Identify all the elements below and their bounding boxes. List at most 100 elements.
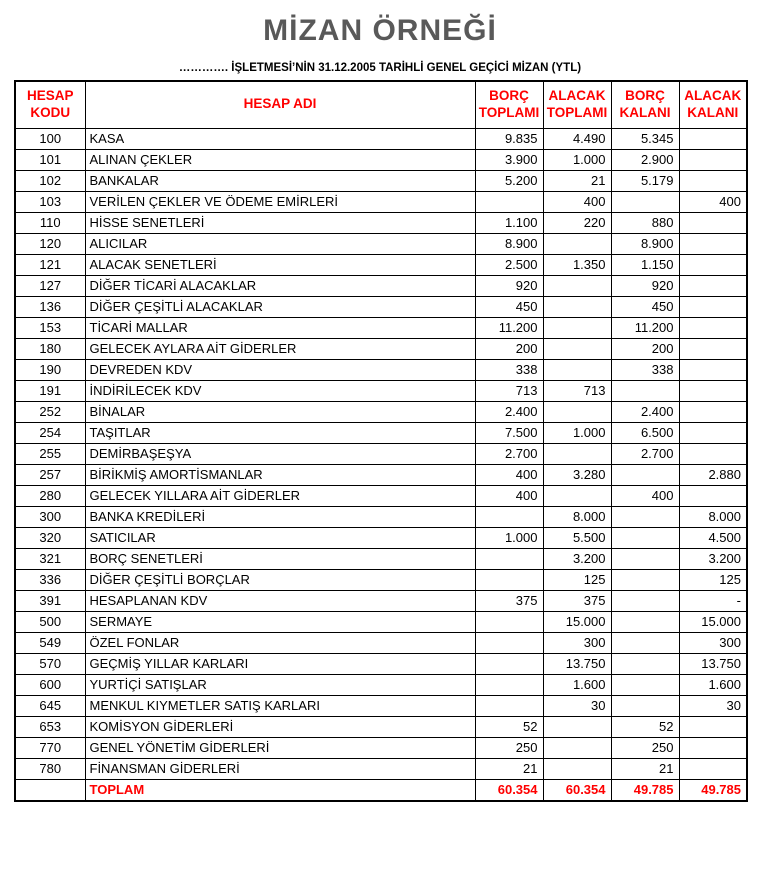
credit-total-cell: 1.000 <box>542 421 612 444</box>
table-row: 103 VERİLEN ÇEKLER VE ÖDEME EMİRLERİ 400… <box>14 190 748 213</box>
credit-total-cell <box>542 337 612 360</box>
credit-total-cell <box>542 484 612 507</box>
debit-balance-cell: 52 <box>610 715 680 738</box>
table-row: 257 BİRİKMİŞ AMORTİSMANLAR 400 3.280 2.8… <box>14 463 748 486</box>
credit-total-cell: 13.750 <box>542 652 612 675</box>
account-name-cell: ALACAK SENETLERİ <box>84 253 476 276</box>
credit-balance-cell: 1.600 <box>678 673 748 696</box>
credit-total-cell: 8.000 <box>542 505 612 528</box>
total-credit-balance-cell: 49.785 <box>678 778 748 802</box>
debit-total-cell: 338 <box>474 358 544 381</box>
credit-balance-cell <box>678 484 748 507</box>
debit-balance-cell: 920 <box>610 274 680 297</box>
total-debit-balance-cell: 49.785 <box>610 778 680 802</box>
account-name-cell: DEVREDEN KDV <box>84 358 476 381</box>
debit-total-cell: 21 <box>474 757 544 780</box>
table-row: 780 FİNANSMAN GİDERLERİ 21 21 <box>14 757 748 780</box>
debit-total-cell: 450 <box>474 295 544 318</box>
credit-balance-cell <box>678 442 748 465</box>
debit-total-cell: 2.500 <box>474 253 544 276</box>
credit-total-cell <box>542 232 612 255</box>
total-credit-total-cell: 60.354 <box>542 778 612 802</box>
debit-balance-cell <box>610 568 680 591</box>
account-name-cell: YURTİÇİ SATIŞLAR <box>84 673 476 696</box>
table-row: 254 TAŞITLAR 7.500 1.000 6.500 <box>14 421 748 444</box>
table-row: 336 DİĞER ÇEŞİTLİ BORÇLAR 125 125 <box>14 568 748 591</box>
account-code-cell: 257 <box>14 463 86 486</box>
credit-balance-cell <box>678 253 748 276</box>
table-row: 280 GELECEK YILLARA AİT GİDERLER 400 400 <box>14 484 748 507</box>
credit-total-cell: 3.200 <box>542 547 612 570</box>
account-code-cell: 391 <box>14 589 86 612</box>
debit-balance-cell: 6.500 <box>610 421 680 444</box>
account-code-cell: 653 <box>14 715 86 738</box>
debit-total-cell: 200 <box>474 337 544 360</box>
credit-balance-cell: 2.880 <box>678 463 748 486</box>
table-row: 321 BORÇ SENETLERİ 3.200 3.200 <box>14 547 748 570</box>
account-name-cell: ALINAN ÇEKLER <box>84 148 476 171</box>
account-name-cell: SERMAYE <box>84 610 476 633</box>
account-code-cell: 190 <box>14 358 86 381</box>
debit-balance-cell: 11.200 <box>610 316 680 339</box>
account-name-cell: TİCARİ MALLAR <box>84 316 476 339</box>
debit-balance-cell: 250 <box>610 736 680 759</box>
account-name-cell: GELECEK YILLARA AİT GİDERLER <box>84 484 476 507</box>
credit-balance-cell <box>678 736 748 759</box>
debit-total-cell <box>474 568 544 591</box>
account-name-cell: KOMİSYON GİDERLERİ <box>84 715 476 738</box>
trial-balance-table: HESAP KODU HESAP ADI BORÇ TOPLAMI ALACAK… <box>14 80 748 802</box>
credit-total-cell: 125 <box>542 568 612 591</box>
account-code-cell: 103 <box>14 190 86 213</box>
debit-balance-cell: 338 <box>610 358 680 381</box>
credit-total-cell: 5.500 <box>542 526 612 549</box>
debit-balance-cell: 5.179 <box>610 169 680 192</box>
debit-total-cell: 920 <box>474 274 544 297</box>
credit-total-cell: 1.000 <box>542 148 612 171</box>
account-code-cell: 770 <box>14 736 86 759</box>
debit-balance-cell <box>610 505 680 528</box>
credit-total-cell: 400 <box>542 190 612 213</box>
table-row: 252 BİNALAR 2.400 2.400 <box>14 400 748 423</box>
header-account-code: HESAP KODU <box>14 80 86 129</box>
account-name-cell: VERİLEN ÇEKLER VE ÖDEME EMİRLERİ <box>84 190 476 213</box>
credit-balance-cell: 8.000 <box>678 505 748 528</box>
credit-total-cell: 1.350 <box>542 253 612 276</box>
debit-total-cell <box>474 652 544 675</box>
account-code-cell: 127 <box>14 274 86 297</box>
debit-total-cell <box>474 673 544 696</box>
credit-total-cell <box>542 316 612 339</box>
credit-balance-cell: 125 <box>678 568 748 591</box>
credit-total-cell: 4.490 <box>542 127 612 150</box>
debit-total-cell: 250 <box>474 736 544 759</box>
table-row: 391 HESAPLANAN KDV 375 375 - <box>14 589 748 612</box>
credit-balance-cell <box>678 316 748 339</box>
credit-balance-cell <box>678 400 748 423</box>
account-code-cell: 549 <box>14 631 86 654</box>
account-name-cell: GENEL YÖNETİM GİDERLERİ <box>84 736 476 759</box>
total-row: TOPLAM 60.354 60.354 49.785 49.785 <box>14 778 748 802</box>
account-name-cell: İNDİRİLECEK KDV <box>84 379 476 402</box>
credit-balance-cell: - <box>678 589 748 612</box>
credit-balance-cell: 30 <box>678 694 748 717</box>
credit-balance-cell <box>678 379 748 402</box>
account-code-cell: 645 <box>14 694 86 717</box>
credit-total-cell <box>542 400 612 423</box>
account-name-cell: DİĞER ÇEŞİTLİ BORÇLAR <box>84 568 476 591</box>
debit-total-cell: 1.100 <box>474 211 544 234</box>
account-code-cell: 255 <box>14 442 86 465</box>
debit-balance-cell: 880 <box>610 211 680 234</box>
debit-balance-cell <box>610 547 680 570</box>
account-code-cell: 252 <box>14 400 86 423</box>
credit-total-cell <box>542 715 612 738</box>
debit-total-cell: 400 <box>474 484 544 507</box>
account-name-cell: HİSSE SENETLERİ <box>84 211 476 234</box>
debit-total-cell: 1.000 <box>474 526 544 549</box>
credit-balance-cell <box>678 211 748 234</box>
debit-balance-cell <box>610 190 680 213</box>
credit-balance-cell: 13.750 <box>678 652 748 675</box>
credit-total-cell: 21 <box>542 169 612 192</box>
account-code-cell: 280 <box>14 484 86 507</box>
credit-balance-cell <box>678 358 748 381</box>
table-header-row: HESAP KODU HESAP ADI BORÇ TOPLAMI ALACAK… <box>14 80 748 129</box>
